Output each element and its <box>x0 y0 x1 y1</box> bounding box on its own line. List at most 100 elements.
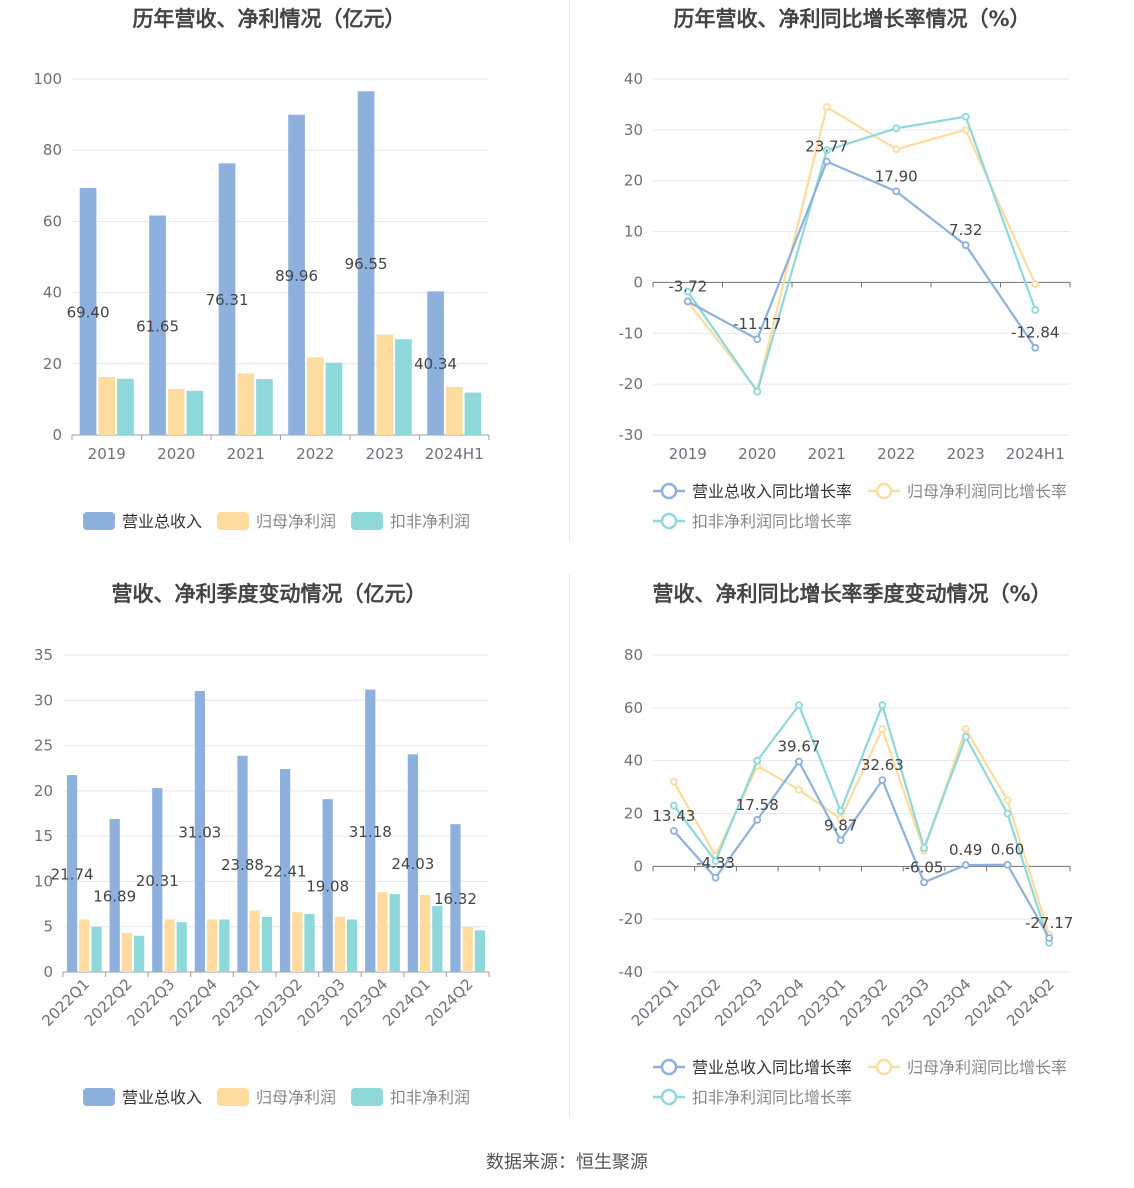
data-point <box>961 241 970 250</box>
data-label: 76.31 <box>206 291 249 309</box>
bar-net-profit <box>419 895 431 972</box>
data-label: 31.03 <box>178 823 221 841</box>
chart-annual-revenue-profit: 历年营收、净利情况（亿元） 0 20 40 60 80 100 2019 2020 2021 202… <box>33 7 490 531</box>
data-label: 13.43 <box>652 807 695 825</box>
chart-title: 历年营收、净利同比增长率情况（%） <box>673 7 1030 31</box>
series-line-deducted-profit-growth <box>672 701 1051 944</box>
y-tick-label: 20 <box>624 172 643 190</box>
bar-net-profit <box>334 916 346 972</box>
data-label: 61.65 <box>136 317 179 335</box>
data-label: -11.17 <box>733 315 781 333</box>
bar-revenue <box>79 187 97 435</box>
legend-swatch <box>217 1088 249 1106</box>
y-tick-label: 40 <box>624 70 643 88</box>
legend-marker <box>875 1058 893 1076</box>
data-label: 7.32 <box>949 221 982 239</box>
bar-deducted-profit <box>219 919 230 972</box>
data-point <box>1003 796 1012 805</box>
data-point <box>892 187 901 196</box>
legend-swatch <box>83 512 115 530</box>
y-tick-label: 80 <box>43 141 62 159</box>
data-point <box>822 157 831 166</box>
y-tick-label: 0 <box>633 273 643 291</box>
bar-deducted-profit <box>304 914 315 972</box>
data-label: 17.90 <box>875 167 918 185</box>
x-tick-label: 2021 <box>227 445 265 463</box>
legend-label: 扣非净利润同比增长率 <box>692 1088 852 1107</box>
chart-title: 营收、净利季度变动情况（亿元） <box>112 582 427 606</box>
x-tick-label: 2021 <box>808 445 846 463</box>
data-point <box>961 112 970 121</box>
data-point <box>683 287 692 296</box>
data-point <box>920 843 928 852</box>
legend-label: 扣非净利润 <box>390 1088 470 1107</box>
bar-revenue <box>149 215 166 435</box>
bar-revenue <box>66 775 78 972</box>
legend-label: 营业总收入 <box>122 1088 202 1107</box>
y-tick-label: 25 <box>34 737 53 755</box>
bar-deducted-profit <box>117 378 134 435</box>
y-tick-label: 20 <box>624 805 643 823</box>
y-tick-label: 40 <box>43 284 62 302</box>
legend-marker <box>660 482 678 500</box>
y-tick-label: 15 <box>34 827 53 845</box>
bar-revenue <box>288 114 305 435</box>
x-tick-label: 2022 <box>296 445 334 463</box>
bar-revenue <box>279 769 291 972</box>
bar-revenue <box>109 819 120 972</box>
bar-net-profit <box>306 357 324 435</box>
legend-label: 归母净利润同比增长率 <box>907 482 1067 501</box>
bar-deducted-profit <box>91 926 102 972</box>
bar-net-profit <box>164 919 175 972</box>
x-tick-label: 2024H1 <box>425 445 484 463</box>
data-point <box>920 878 928 887</box>
x-tick-label: 2022 <box>877 445 915 463</box>
data-point <box>1031 280 1040 288</box>
bar-net-profit <box>376 334 394 435</box>
data-label: 0.60 <box>991 841 1024 859</box>
chart-annual-growth-rate: 历年营收、净利同比增长率情况（%） -30 -20 -10 0 10 20 30 40 2019 2… <box>619 7 1071 531</box>
bar-net-profit <box>462 926 473 972</box>
data-label: 89.96 <box>275 267 318 285</box>
data-label: 23.88 <box>221 856 264 874</box>
y-tick-label: -10 <box>619 324 644 342</box>
legend-swatch <box>83 1088 115 1106</box>
bar-deducted-profit <box>256 379 273 435</box>
y-tick-label: 80 <box>624 646 643 664</box>
data-point <box>892 124 901 133</box>
bar-net-profit <box>79 919 90 972</box>
x-tick-label: 2023 <box>947 445 985 463</box>
data-point <box>961 725 970 733</box>
bar-revenue <box>237 755 248 972</box>
data-label: -3.72 <box>668 277 707 295</box>
bar-deducted-profit <box>134 935 145 972</box>
data-label: 21.74 <box>51 866 94 884</box>
bar-revenue <box>218 163 236 435</box>
bar-deducted-profit <box>325 362 343 435</box>
y-tick-label: 0 <box>633 857 643 875</box>
data-label: 9.87 <box>824 816 857 834</box>
bar-deducted-profit <box>347 919 358 972</box>
data-label: 32.63 <box>861 756 904 774</box>
data-point <box>878 725 887 733</box>
bar-net-profit <box>237 373 255 435</box>
legend-label: 归母净利润同比增长率 <box>907 1058 1067 1077</box>
bar-revenue <box>322 799 333 972</box>
data-label: 39.67 <box>777 738 820 756</box>
series-line-revenue-growth <box>673 759 1051 939</box>
bar-net-profit <box>292 912 303 972</box>
bar-deducted-profit <box>464 392 482 435</box>
data-point <box>753 335 762 344</box>
legend-swatch <box>351 1088 383 1106</box>
bar-deducted-profit <box>176 922 187 972</box>
data-label: -27.17 <box>1025 914 1073 932</box>
divider-bottom <box>569 574 570 1118</box>
data-point <box>878 776 887 785</box>
y-tick-label: 30 <box>34 691 53 709</box>
chart-quarterly-revenue-profit: 营收、净利季度变动情况（亿元）051015202530352022Q12022Q… <box>34 582 490 1107</box>
legend-label: 归母净利润 <box>256 512 336 531</box>
bar-net-profit <box>167 389 185 435</box>
data-label: 31.18 <box>349 823 392 841</box>
data-label: 96.55 <box>345 255 388 273</box>
data-point <box>683 297 692 306</box>
